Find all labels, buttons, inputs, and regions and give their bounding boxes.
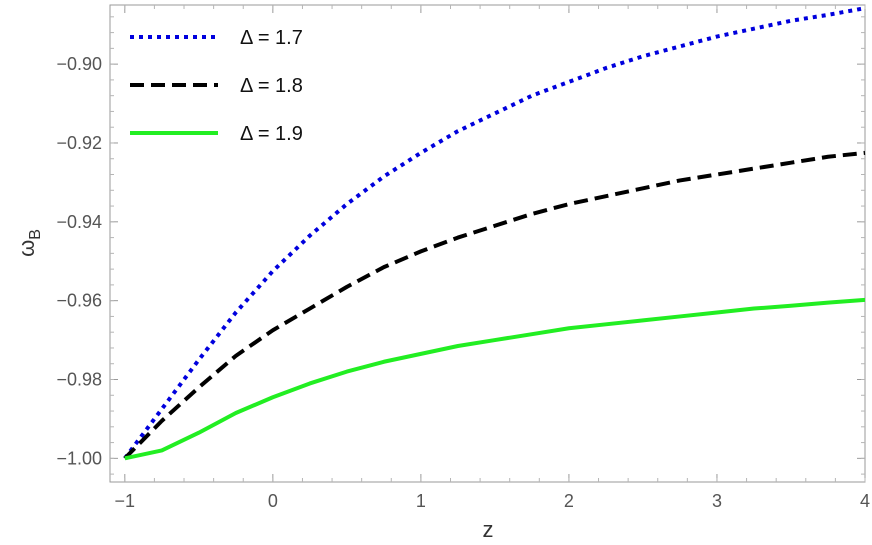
x-tick-label: 3: [712, 491, 722, 511]
series-line-2: [123, 150, 866, 460]
x-axis-label: z: [483, 517, 494, 542]
plot-frame: [109, 4, 866, 483]
y-tick-label: −0.90: [56, 54, 102, 74]
x-tick-label: 0: [268, 491, 278, 511]
y-tick-label: −0.96: [56, 291, 102, 311]
y-tick-label: −0.92: [56, 133, 102, 153]
x-tick-label: 1: [416, 491, 426, 511]
y-tick-label: −0.94: [56, 212, 102, 232]
y-tick-label: −1.00: [56, 448, 102, 468]
series-line-3: [124, 297, 866, 461]
legend-label-1: Δ = 1.7: [240, 27, 303, 49]
x-tick-label: 2: [564, 491, 574, 511]
y-axis-label-main: ω: [14, 240, 39, 257]
y-axis-label: ωB: [14, 229, 44, 257]
x-tick-label: −1: [115, 491, 136, 511]
legend: Δ = 1.7 Δ = 1.8 Δ = 1.9: [130, 27, 303, 145]
axis-ticks: −1 0 1 2 3 4 −1.00 −0.98 −0.96 −0.94 −0.92 −0.90: [56, 5, 870, 511]
series-line-1: [123, 6, 866, 460]
x-tick-label: 4: [860, 491, 870, 511]
y-tick-label: −0.98: [56, 370, 102, 390]
series-lines: [123, 6, 866, 461]
legend-label-3: Δ = 1.9: [240, 123, 303, 145]
legend-label-2: Δ = 1.8: [240, 75, 303, 97]
y-axis-label-sub: B: [27, 229, 44, 240]
